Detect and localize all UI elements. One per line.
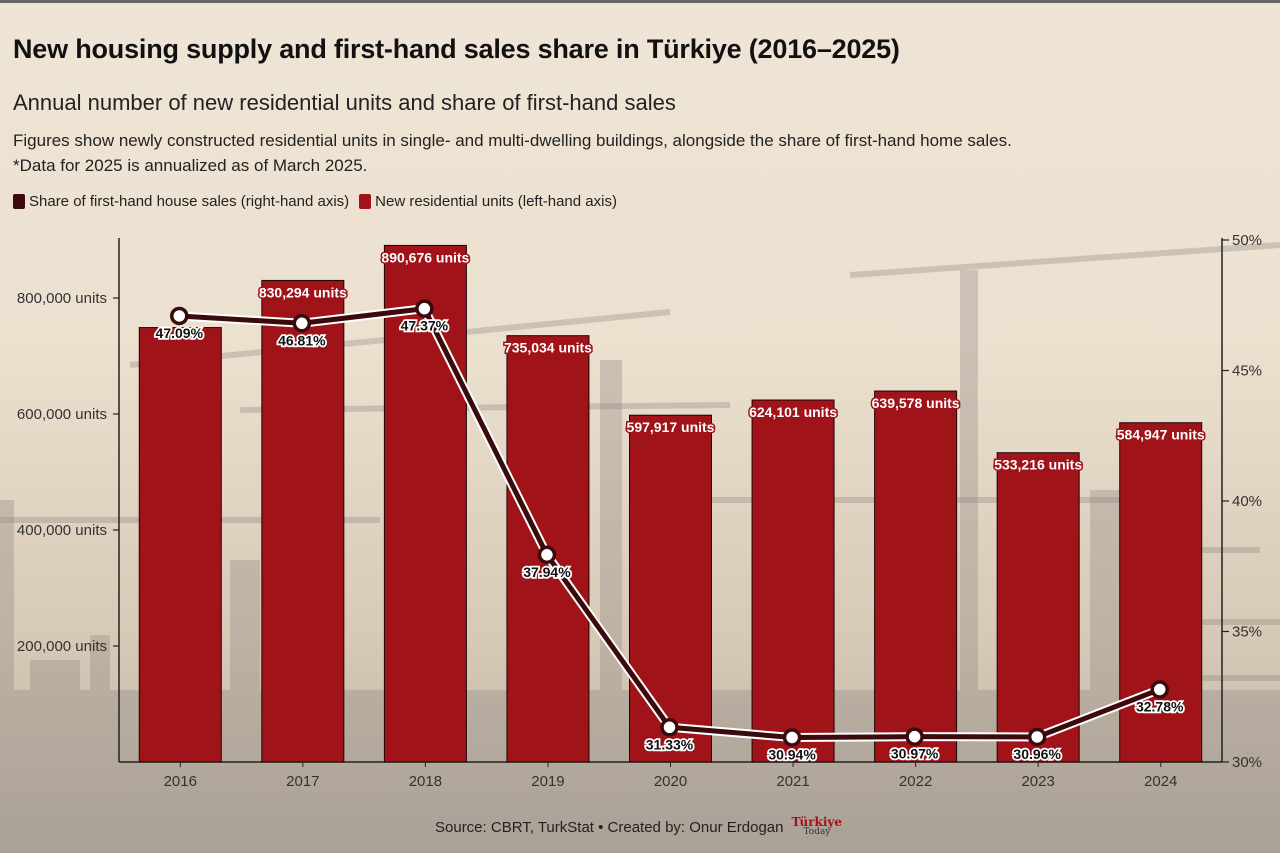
bar: [261, 279, 345, 763]
legend-swatch-line: [13, 194, 25, 209]
line-value-label: 47.09%: [156, 325, 204, 341]
turkiye-today-logo: Türkiye Today: [791, 815, 843, 837]
line-value-label: 30.96%: [1013, 746, 1061, 762]
bar-value-label: 890,676 units: [381, 249, 469, 265]
legend-item-bar[interactable]: New residential units (left-hand axis): [359, 193, 617, 210]
description-line-2: *Data for 2025 is annualized as of March…: [13, 156, 368, 175]
x-tick-label: 2024: [1144, 773, 1177, 790]
line-value-label: 30.94%: [768, 746, 816, 762]
line-point: [1150, 680, 1169, 699]
line-value-label: 47.37%: [401, 318, 449, 334]
line-point: [660, 718, 679, 737]
bar: [138, 327, 222, 763]
chart-title: New housing supply and first-hand sales …: [13, 34, 900, 64]
top-border: [0, 0, 1280, 3]
legend-label-bar: New residential units (left-hand axis): [375, 193, 617, 210]
line-point: [292, 314, 312, 333]
description-line-1: Figures show newly constructed residenti…: [13, 131, 1012, 150]
line-point: [415, 299, 434, 318]
logo-text-bottom: Today: [803, 827, 831, 837]
bar-value-label: 639,578 units: [872, 395, 960, 411]
x-tick-label: 2020: [654, 773, 687, 790]
bar-value-label: 735,034 units: [504, 340, 592, 356]
chart: 200,000 units 400,000 units 600,000 units 8…: [17, 232, 1262, 790]
bar-value-label: 624,101 units: [749, 404, 837, 420]
right-tick-label: 40%: [1232, 493, 1262, 510]
line-point: [537, 545, 557, 565]
line-point: [905, 727, 924, 746]
bar: [751, 399, 835, 763]
legend-swatch-bar: [359, 194, 372, 209]
bar: [874, 390, 958, 763]
left-tick-label: 600,000 units: [17, 406, 107, 423]
right-tick-label: 35%: [1232, 624, 1262, 641]
line-value-label: 30.97%: [891, 746, 939, 762]
x-tick-label: 2023: [1021, 773, 1054, 790]
line-point: [782, 728, 802, 747]
source-credit: Source: CBRT, TurkStat • Created by: Onu…: [435, 818, 784, 836]
x-tick-label: 2021: [776, 773, 809, 790]
legend-label-line: Share of first-hand house sales (right-h…: [29, 193, 350, 210]
line-value-label: 37.94%: [523, 564, 571, 580]
legend-item-line[interactable]: Share of first-hand house sales (right-h…: [13, 193, 349, 210]
chart-description: Figures show newly constructed residenti…: [13, 128, 1253, 178]
x-tick-label: 2016: [164, 773, 197, 790]
right-tick-label: 45%: [1232, 363, 1262, 380]
bar-value-label: 533,216 units: [994, 457, 1082, 473]
right-tick-label: 30%: [1232, 754, 1262, 771]
left-tick-label: 400,000 units: [17, 522, 107, 539]
bar: [383, 244, 467, 763]
left-tick-label: 200,000 units: [17, 638, 107, 655]
line-value-label: 46.81%: [278, 332, 326, 348]
bar-value-label: 597,917 units: [627, 419, 715, 435]
line-point: [170, 306, 189, 326]
bar-value-label: 584,947 units: [1117, 427, 1205, 443]
line-point: [1027, 727, 1047, 747]
x-tick-label: 2018: [409, 773, 442, 790]
x-tick-label: 2022: [899, 773, 932, 790]
chart-subtitle: Annual number of new residential units a…: [13, 90, 676, 115]
legend: Share of first-hand house sales (right-h…: [13, 193, 617, 210]
bar: [629, 414, 712, 763]
line-value-label: 32.78%: [1136, 698, 1184, 714]
right-tick-label: 50%: [1232, 232, 1262, 249]
left-tick-label: 800,000 units: [17, 290, 107, 307]
x-tick-label: 2019: [531, 773, 564, 790]
line-value-label: 31.33%: [646, 736, 694, 752]
logo-text-top: Türkiye: [791, 815, 843, 829]
bar-value-label: 830,294 units: [259, 284, 347, 300]
x-tick-label: 2017: [286, 773, 319, 790]
bar: [996, 452, 1080, 763]
footer: Source: CBRT, TurkStat • Created by: Onu…: [435, 815, 843, 837]
bar: [1119, 422, 1203, 763]
